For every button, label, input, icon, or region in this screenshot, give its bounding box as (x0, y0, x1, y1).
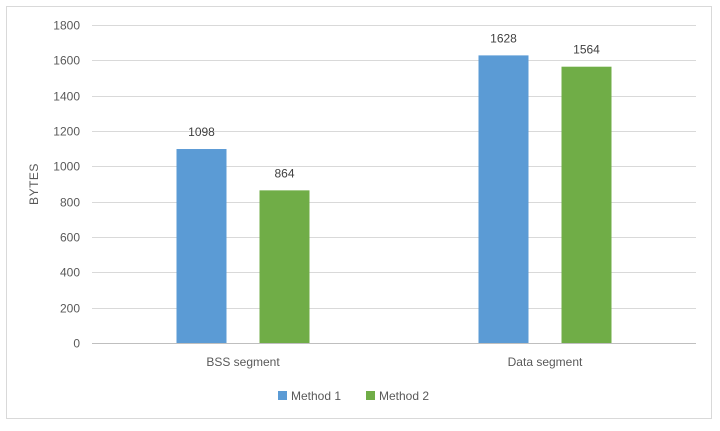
y-axis-title: BYTES (27, 163, 41, 205)
y-tick-label: 800 (60, 196, 80, 210)
data-label: 1098 (188, 125, 215, 139)
y-tick-label: 600 (60, 231, 80, 245)
x-axis-categories: BSS segment Data segment (206, 355, 583, 369)
category-label: BSS segment (206, 355, 280, 369)
bar-method-1 (176, 149, 227, 343)
legend-swatch (366, 391, 375, 400)
data-label: 864 (274, 166, 294, 180)
bar-method-2 (259, 190, 310, 343)
bar-method-2 (561, 66, 612, 344)
legend: Method 1 Method 2 (278, 389, 429, 403)
category-label: Data segment (508, 355, 583, 369)
y-tick-label: 1200 (53, 125, 80, 139)
y-tick-label: 1000 (53, 160, 80, 174)
legend-label: Method 2 (379, 389, 429, 403)
y-tick-label: 1600 (53, 54, 80, 68)
data-label: 1564 (573, 43, 600, 57)
data-label: 1628 (490, 31, 517, 45)
y-tick-label: 1800 (53, 19, 80, 33)
y-tick-label: 0 (73, 337, 80, 351)
bars (176, 55, 612, 344)
bar-method-1 (478, 55, 529, 344)
y-tick-label: 1400 (53, 90, 80, 104)
legend-label: Method 1 (291, 389, 341, 403)
y-tick-label: 200 (60, 302, 80, 316)
data-labels: 1098 864 1628 1564 (188, 31, 600, 180)
y-axis-ticks: 0 200 400 600 800 1000 1200 1400 1600 1800 (53, 19, 80, 351)
y-tick-label: 400 (60, 266, 80, 280)
legend-swatch (278, 391, 287, 400)
